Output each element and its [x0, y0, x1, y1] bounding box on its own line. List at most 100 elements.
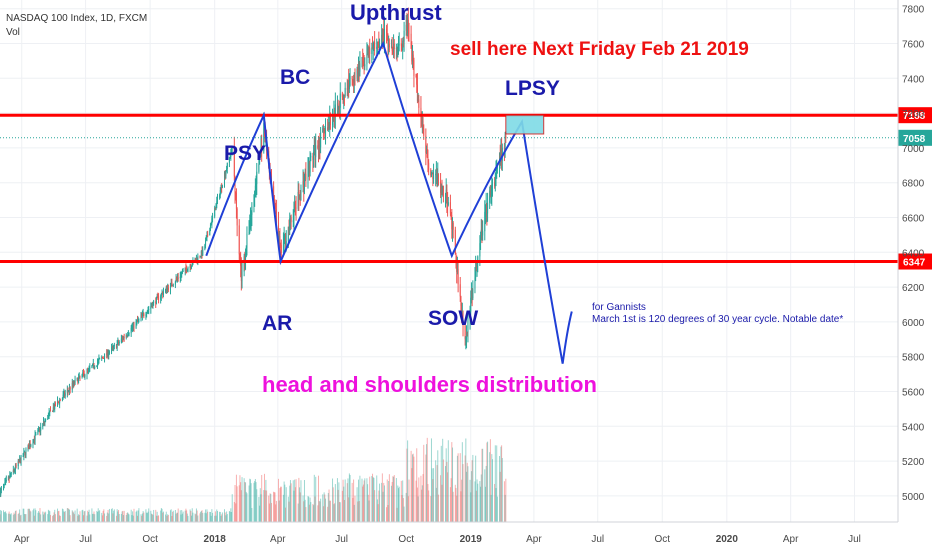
candle-body: [37, 429, 39, 435]
volume-bar: [118, 509, 120, 522]
volume-bar: [234, 484, 236, 522]
candle-body: [304, 173, 306, 181]
volume-bar: [294, 479, 296, 522]
volume-bar: [310, 502, 312, 522]
volume-bar: [456, 495, 458, 522]
candle-body: [249, 226, 251, 233]
volume-bar: [79, 511, 81, 522]
volume-bar: [452, 447, 454, 522]
candle-body: [130, 327, 132, 334]
volume-bar: [450, 478, 452, 522]
candle-body: [155, 301, 157, 304]
candle-body: [351, 75, 353, 80]
head-and-shoulders-path[interactable]: [205, 40, 573, 364]
volume-bar: [147, 511, 149, 522]
volume-bar: [289, 485, 291, 522]
volume-bar: [371, 476, 373, 522]
candle-body: [347, 80, 349, 90]
candle-body: [224, 174, 225, 186]
candle-body: [113, 345, 115, 348]
volume-bar: [339, 502, 341, 522]
volume-bar: [294, 487, 296, 522]
candle-body: [244, 256, 246, 260]
volume-bar: [362, 486, 364, 522]
volume-bar: [209, 511, 211, 522]
candle-body: [57, 401, 59, 407]
volume-bar: [484, 486, 486, 522]
candle-body: [320, 132, 322, 148]
price-tick-label: 5400: [902, 422, 925, 433]
volume-bar: [400, 480, 402, 522]
volume-bar: [336, 478, 338, 522]
volume-bar: [313, 505, 315, 522]
price-tick-label: 7800: [902, 5, 925, 16]
price-axis[interactable]: 5000 5200 5400 5600 5800 6000 6200 6400 6600 6800…: [897, 0, 925, 522]
candle-body: [428, 162, 430, 171]
sell-zone-box[interactable]: [505, 114, 545, 135]
candle-body: [72, 382, 74, 385]
candle-body: [104, 353, 106, 359]
volume-bar: [499, 471, 501, 522]
candle-body: [128, 333, 130, 335]
volume-bar: [128, 514, 130, 522]
annotation-text: sell here Next Friday Feb 21 2019: [450, 39, 749, 60]
volume-bar: [307, 496, 309, 522]
volume-bar: [205, 509, 207, 522]
volume-bar: [368, 500, 370, 522]
volume-bar: [248, 485, 250, 522]
candle-body: [440, 181, 442, 193]
candle-body: [280, 244, 282, 254]
candle-body: [358, 68, 360, 72]
candle-body: [481, 229, 483, 236]
candle-body: [24, 451, 26, 453]
candle-body: [194, 258, 196, 260]
candle-body: [435, 173, 437, 176]
candle-body: [234, 176, 236, 193]
candle-body: [494, 182, 496, 187]
volume-bar: [50, 514, 52, 522]
volume-bar: [107, 509, 109, 522]
candle-body: [416, 77, 418, 85]
candle-body: [106, 350, 108, 355]
volume-bar: [207, 511, 209, 522]
volume-bar: [166, 515, 168, 522]
volume-bar: [369, 476, 371, 522]
volume-bar: [255, 482, 257, 522]
candle-body: [132, 326, 134, 328]
volume-bar: [146, 513, 148, 522]
volume-bar: [421, 485, 423, 522]
time-tick-label: Apr: [526, 534, 542, 545]
candle-body: [174, 281, 176, 285]
volume-bar: [87, 511, 89, 522]
candle-body: [166, 287, 168, 291]
volume-bar: [309, 497, 311, 522]
volume-bar: [353, 479, 355, 522]
volume-bar: [137, 510, 139, 522]
candle-body: [226, 169, 228, 172]
candle-body: [486, 204, 488, 214]
volume-bar: [161, 508, 163, 522]
candle-body: [54, 403, 56, 407]
volume-bar: [118, 514, 120, 522]
volume-bar: [82, 509, 84, 522]
volume-bar: [211, 509, 213, 522]
candle-body: [176, 278, 178, 280]
candle-body: [101, 357, 103, 359]
candle-body: [240, 262, 242, 266]
time-axis[interactable]: Apr Jul Oct 2018 Apr Jul Oct 2019 Apr Jul Oct 2020 A…: [0, 521, 898, 545]
candle-body: [308, 163, 310, 166]
volume-bar: [148, 508, 150, 522]
volume-bar: [259, 505, 261, 522]
candle-body: [366, 53, 368, 65]
volume-bar: [477, 483, 479, 522]
candle-body: [319, 145, 321, 148]
candle-body: [407, 19, 409, 34]
candle-body: [167, 287, 169, 290]
volume-bar: [35, 510, 37, 522]
candle-body: [495, 171, 497, 179]
candle-body: [117, 341, 119, 345]
candle-body: [162, 292, 164, 296]
candle-body: [23, 452, 25, 456]
volume-bar: [325, 498, 327, 522]
